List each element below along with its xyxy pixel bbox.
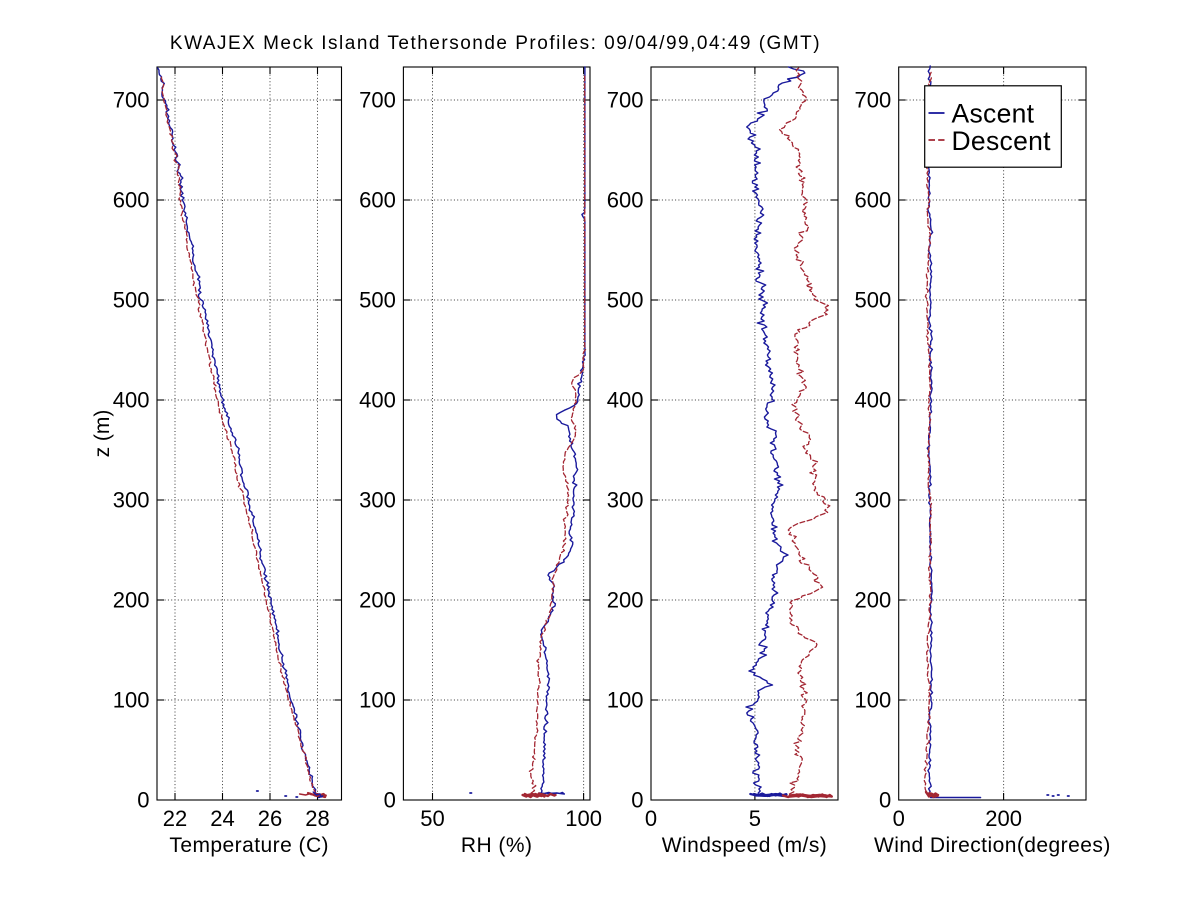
svg-text:200: 200 [985,806,1022,831]
svg-text:500: 500 [607,288,644,313]
svg-text:600: 600 [359,188,396,213]
svg-text:700: 700 [854,88,891,113]
svg-text:Windspeed (m/s): Windspeed (m/s) [662,834,827,857]
svg-text:600: 600 [607,188,644,213]
svg-text:200: 200 [359,588,396,613]
svg-text:600: 600 [854,188,891,213]
svg-text:100: 100 [113,688,150,713]
svg-text:28: 28 [305,806,329,831]
svg-text:100: 100 [565,806,602,831]
svg-text:700: 700 [359,88,396,113]
svg-text:100: 100 [607,688,644,713]
svg-text:500: 500 [359,288,396,313]
svg-text:700: 700 [607,88,644,113]
svg-text:Descent: Descent [952,126,1052,156]
svg-text:500: 500 [113,288,150,313]
svg-text:700: 700 [113,88,150,113]
svg-text:Ascent: Ascent [952,99,1035,129]
svg-text:100: 100 [359,688,396,713]
svg-text:RH (%): RH (%) [461,834,533,857]
svg-text:0: 0 [384,788,396,813]
svg-text:200: 200 [854,588,891,613]
svg-text:400: 400 [113,388,150,413]
svg-text:5: 5 [749,806,761,831]
svg-text:400: 400 [359,388,396,413]
svg-text:z (m): z (m) [91,410,114,458]
svg-text:0: 0 [879,788,891,813]
svg-text:300: 300 [359,488,396,513]
svg-text:26: 26 [258,806,282,831]
svg-text:100: 100 [854,688,891,713]
svg-text:50: 50 [420,806,444,831]
svg-text:Wind Direction(degrees): Wind Direction(degrees) [874,834,1111,857]
svg-text:600: 600 [113,188,150,213]
svg-text:400: 400 [607,388,644,413]
svg-text:0: 0 [631,788,643,813]
svg-text:KWAJEX Meck Island Tethersonde: KWAJEX Meck Island Tethersonde Profiles:… [170,33,821,54]
svg-text:Temperature (C): Temperature (C) [169,834,329,857]
svg-text:300: 300 [854,488,891,513]
svg-text:400: 400 [854,388,891,413]
svg-text:200: 200 [113,588,150,613]
svg-text:24: 24 [210,806,234,831]
svg-text:22: 22 [163,806,187,831]
svg-text:0: 0 [645,806,657,831]
svg-text:300: 300 [113,488,150,513]
svg-text:0: 0 [893,806,905,831]
svg-text:500: 500 [854,288,891,313]
svg-text:0: 0 [137,788,149,813]
svg-text:300: 300 [607,488,644,513]
svg-text:200: 200 [607,588,644,613]
